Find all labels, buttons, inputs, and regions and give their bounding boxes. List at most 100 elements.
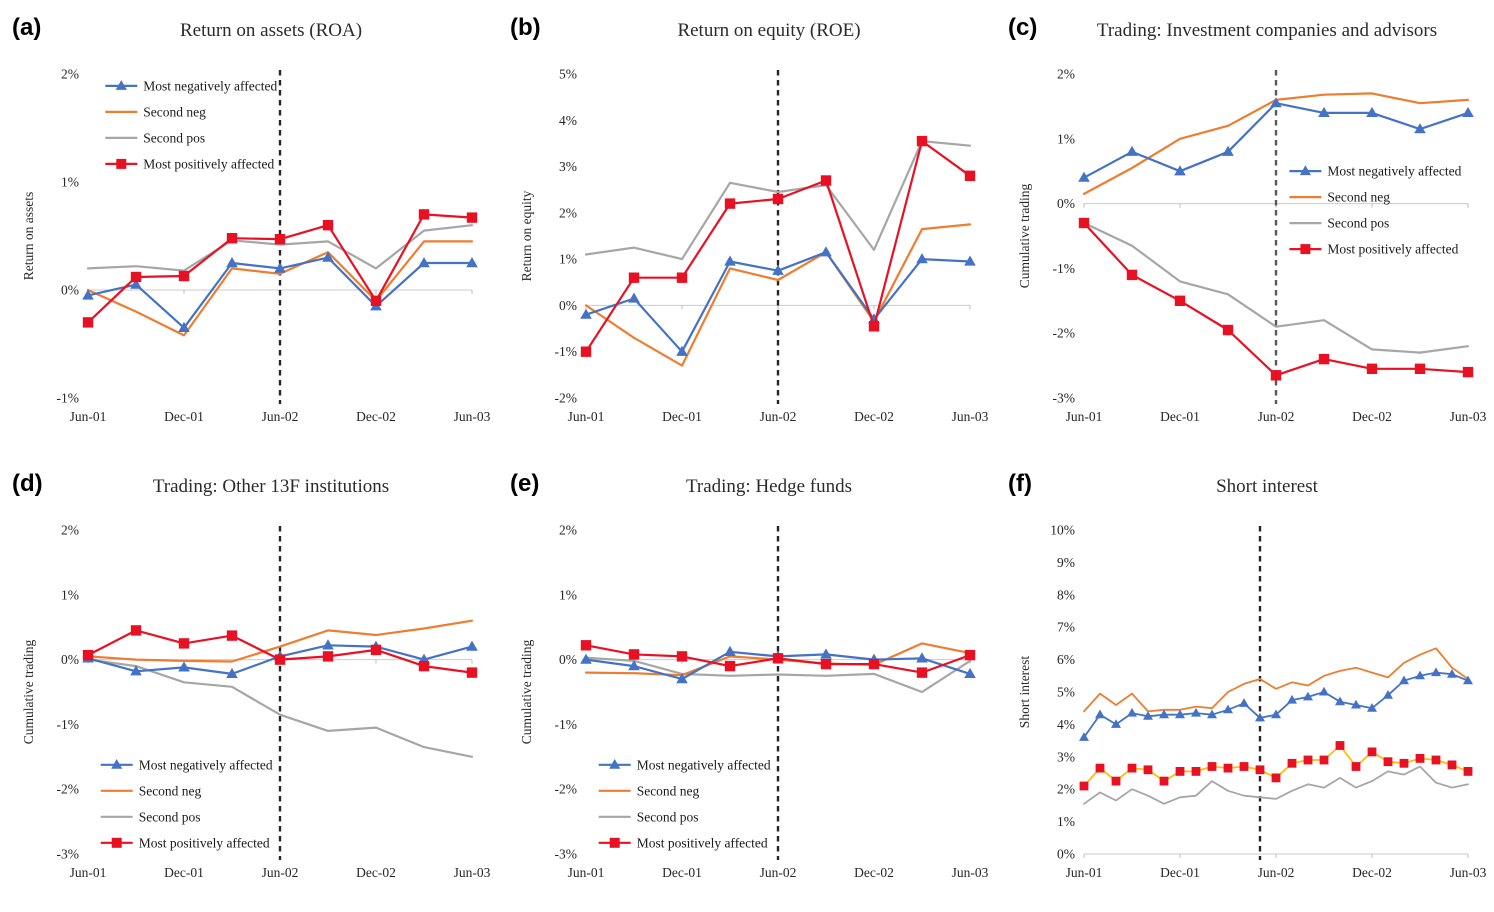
svg-text:Cumulative trading: Cumulative trading: [519, 639, 534, 744]
chart-trading-other-13f: 2% 1% 0% -1% -2% -3% Jun-01 Dec-01 Jun-02 Dec-02 J…: [21, 523, 491, 881]
panel-title-roe: Return on equity (ROE): [677, 20, 861, 41]
svg-text:Short interest: Short interest: [1017, 656, 1032, 729]
panel-title-trading-hedge-funds: Trading: Hedge funds: [685, 476, 853, 497]
svg-text:Jun-03: Jun-03: [454, 409, 491, 424]
svg-text:5%: 5%: [1057, 685, 1075, 700]
svg-text:Most negatively affected: Most negatively affected: [139, 757, 273, 772]
panel-title-short-interest: Short interest: [1216, 476, 1318, 497]
svg-text:Dec-02: Dec-02: [1352, 865, 1392, 880]
panel-letter-d: (d): [12, 470, 43, 497]
svg-text:Jun-01: Jun-01: [70, 865, 107, 880]
svg-text:-1%: -1%: [555, 344, 578, 359]
svg-text:Cumulative trading: Cumulative trading: [1017, 183, 1032, 288]
svg-text:Second neg: Second neg: [139, 783, 202, 798]
svg-text:Jun-02: Jun-02: [262, 865, 299, 880]
svg-text:1%: 1%: [1057, 131, 1075, 146]
svg-text:Most negatively affected: Most negatively affected: [1327, 164, 1461, 179]
svg-text:Jun-01: Jun-01: [1066, 865, 1103, 880]
svg-text:Dec-01: Dec-01: [164, 865, 204, 880]
svg-text:Dec-02: Dec-02: [356, 865, 396, 880]
svg-text:-1%: -1%: [57, 717, 80, 732]
svg-text:Jun-01: Jun-01: [70, 409, 107, 424]
chart-trading-investment-companies: 2% 1% 0% -1% -2% -3% Jun-01 Dec-01 Jun-02 Dec-02 J…: [1017, 67, 1487, 425]
svg-text:0%: 0%: [1057, 847, 1075, 862]
svg-text:7%: 7%: [1057, 620, 1075, 635]
svg-text:Jun-01: Jun-01: [568, 865, 605, 880]
svg-text:Most positively affected: Most positively affected: [139, 835, 270, 850]
svg-text:Second neg: Second neg: [143, 104, 206, 119]
svg-text:-2%: -2%: [57, 782, 80, 797]
svg-text:Most positively affected: Most positively affected: [143, 156, 274, 171]
svg-text:-2%: -2%: [1053, 326, 1076, 341]
panel-title-trading-investment-companies: Trading: Investment companies and adviso…: [1096, 20, 1438, 41]
svg-text:Second pos: Second pos: [1327, 216, 1389, 231]
svg-text:0%: 0%: [61, 283, 79, 298]
svg-text:2%: 2%: [1057, 782, 1075, 797]
panel-letter-b: (b): [510, 14, 541, 41]
svg-text:1%: 1%: [61, 587, 79, 602]
svg-text:Jun-03: Jun-03: [1450, 409, 1487, 424]
panel-letter-c: (c): [1008, 14, 1038, 41]
svg-text:-3%: -3%: [1053, 391, 1076, 406]
panel-trading-other-13f: (d) Trading: Other 13F institutions 2% 1%…: [0, 456, 498, 912]
svg-text:3%: 3%: [559, 159, 577, 174]
svg-text:2%: 2%: [1057, 67, 1075, 82]
svg-text:1%: 1%: [61, 175, 79, 190]
svg-text:Most negatively affected: Most negatively affected: [637, 757, 771, 772]
svg-text:Second pos: Second pos: [143, 130, 205, 145]
svg-text:Jun-03: Jun-03: [454, 865, 491, 880]
svg-text:Dec-02: Dec-02: [854, 409, 894, 424]
svg-text:Jun-01: Jun-01: [568, 409, 605, 424]
panel-trading-investment-companies: (c) Trading: Investment companies and ad…: [996, 0, 1494, 456]
panel-short-interest: (f) Short interest 10% 9% 8% 7% 6% 5% 4% 3% 2% 1%…: [996, 456, 1494, 912]
svg-text:Second pos: Second pos: [139, 809, 201, 824]
svg-text:Jun-03: Jun-03: [952, 865, 989, 880]
svg-text:Dec-01: Dec-01: [164, 409, 204, 424]
svg-text:2%: 2%: [559, 205, 577, 220]
panel-title-trading-other-13f: Trading: Other 13F institutions: [152, 476, 390, 497]
panel-letter-e: (e): [510, 470, 540, 497]
svg-text:Second neg: Second neg: [1327, 190, 1390, 205]
chart-trading-hedge-funds: 2% 1% 0% -1% -2% -3% Jun-01 Dec-01 Jun-02 Dec-02 J…: [519, 523, 989, 881]
svg-text:0%: 0%: [61, 652, 79, 667]
svg-text:-3%: -3%: [555, 847, 578, 862]
svg-text:Second pos: Second pos: [637, 809, 699, 824]
svg-text:5%: 5%: [559, 67, 577, 82]
svg-text:-2%: -2%: [555, 391, 578, 406]
svg-text:Jun-01: Jun-01: [1066, 409, 1103, 424]
svg-text:1%: 1%: [559, 252, 577, 267]
panel-roe: (b) Return on equity (ROE) 5% 4% 3% 2% 1% 0% -…: [498, 0, 996, 456]
svg-text:4%: 4%: [559, 113, 577, 128]
svg-text:Second neg: Second neg: [637, 783, 700, 798]
svg-text:8%: 8%: [1057, 587, 1075, 602]
svg-text:4%: 4%: [1057, 717, 1075, 732]
svg-text:-3%: -3%: [57, 847, 80, 862]
svg-text:Jun-02: Jun-02: [1258, 865, 1295, 880]
svg-text:1%: 1%: [1057, 814, 1075, 829]
svg-text:Jun-02: Jun-02: [760, 409, 797, 424]
svg-text:Dec-01: Dec-01: [1160, 865, 1200, 880]
svg-text:-2%: -2%: [555, 782, 578, 797]
svg-text:2%: 2%: [559, 523, 577, 538]
panel-letter-a: (a): [12, 14, 42, 41]
svg-text:Dec-01: Dec-01: [1160, 409, 1200, 424]
svg-text:3%: 3%: [1057, 749, 1075, 764]
svg-text:Jun-03: Jun-03: [952, 409, 989, 424]
panel-roa: (a) Return on assets (ROA) 2% 1% 0% -1% Jun-…: [0, 0, 498, 456]
svg-text:Dec-01: Dec-01: [662, 865, 702, 880]
svg-text:Cumulative trading: Cumulative trading: [21, 639, 36, 744]
svg-text:Dec-02: Dec-02: [854, 865, 894, 880]
svg-text:Jun-03: Jun-03: [1450, 865, 1487, 880]
svg-text:6%: 6%: [1057, 652, 1075, 667]
chart-roe: 5% 4% 3% 2% 1% 0% -1% -2% Jun-01 Dec-01 Jun-02 Dec-…: [519, 67, 989, 425]
svg-text:2%: 2%: [61, 67, 79, 82]
svg-text:Return on assets: Return on assets: [21, 192, 36, 281]
panel-title-roa: Return on assets (ROA): [179, 20, 363, 41]
svg-text:Return on equity: Return on equity: [519, 190, 534, 281]
svg-text:0%: 0%: [559, 298, 577, 313]
svg-text:Most negatively affected: Most negatively affected: [143, 78, 277, 93]
svg-text:-1%: -1%: [57, 391, 80, 406]
svg-text:Dec-02: Dec-02: [356, 409, 396, 424]
svg-text:9%: 9%: [1057, 555, 1075, 570]
